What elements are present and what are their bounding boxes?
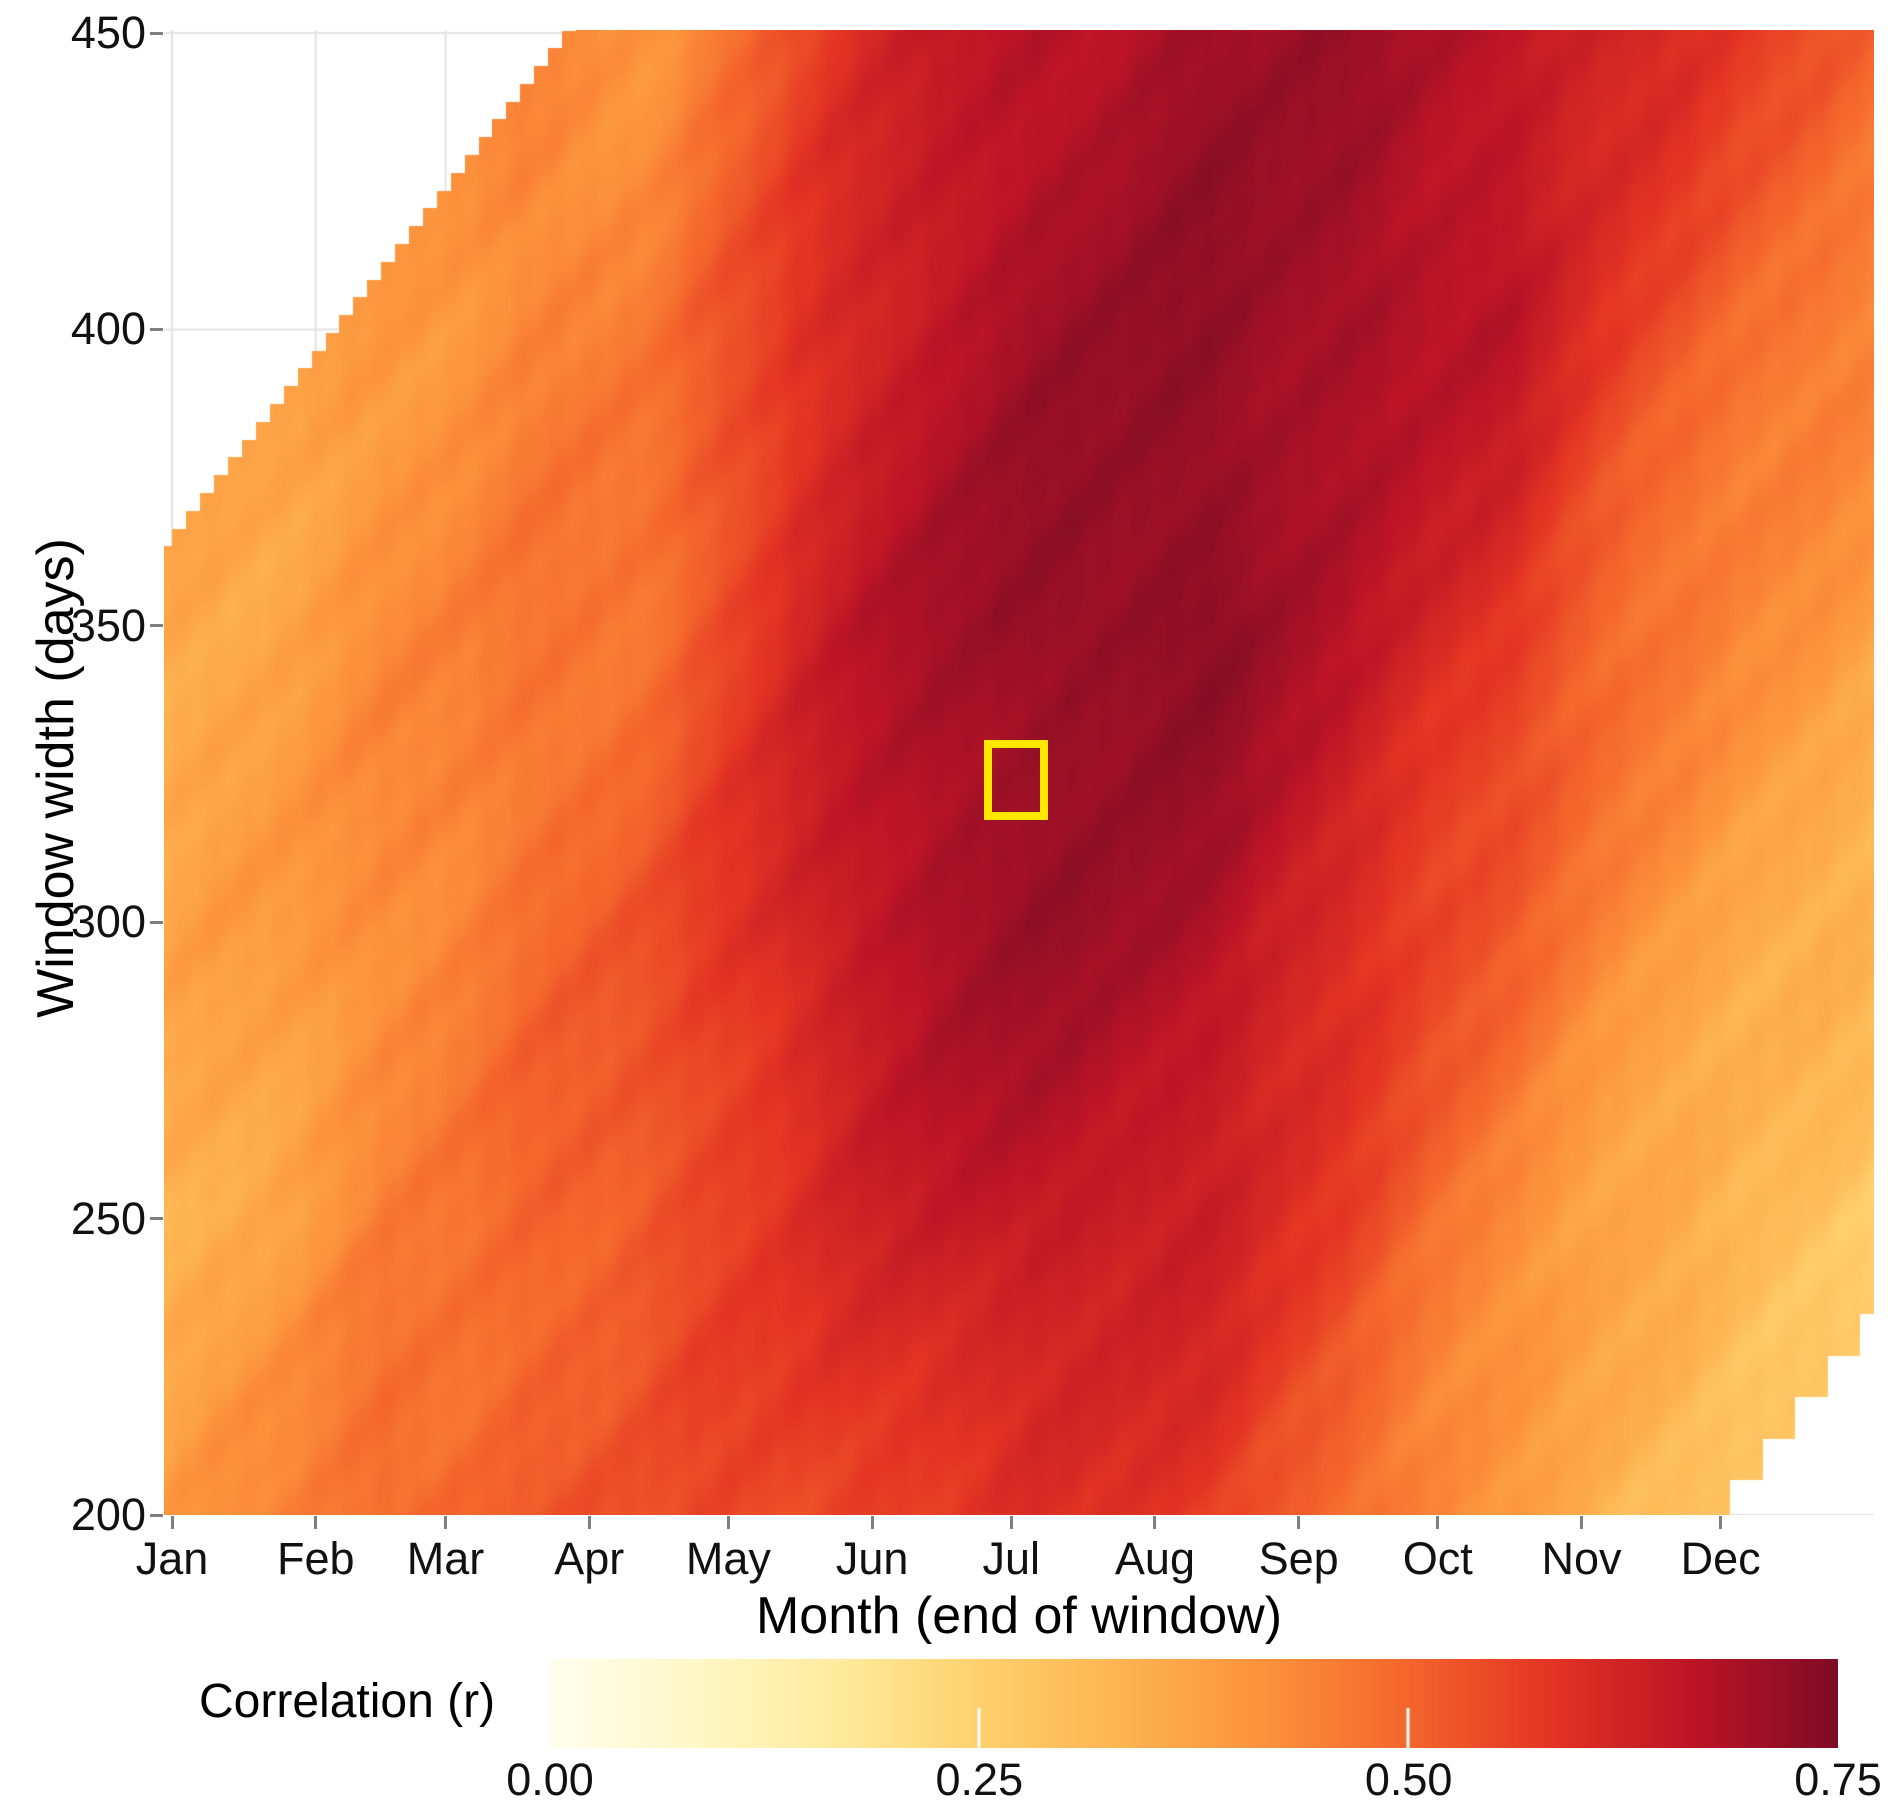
legend-title: Correlation (r) — [199, 1675, 496, 1728]
x-tick-mark — [870, 1516, 874, 1529]
y-tick-mark — [150, 1217, 163, 1221]
x-tick-label: Oct — [1402, 1533, 1473, 1584]
y-tick-label: 400 — [70, 303, 146, 355]
y-tick-mark — [150, 1513, 163, 1517]
x-tick-mark — [444, 1516, 448, 1529]
x-tick-mark — [587, 1516, 591, 1529]
x-tick-label: Nov — [1541, 1533, 1622, 1584]
y-axis-title: Window width (days) — [27, 538, 85, 1018]
colorbar-tick-label: 0.25 — [935, 1754, 1024, 1803]
x-tick-mark — [314, 1516, 318, 1529]
x-tick-label: Apr — [554, 1533, 625, 1584]
x-tick-label: Jul — [982, 1533, 1040, 1584]
x-tick-label: Sep — [1258, 1533, 1339, 1584]
x-tick-label: Aug — [1114, 1533, 1195, 1584]
x-tick-mark — [1009, 1516, 1013, 1529]
highlight-rectangle — [984, 740, 1048, 820]
x-tick-mark — [1436, 1516, 1440, 1529]
colorbar-tick-label: 0.00 — [506, 1754, 594, 1803]
x-tick-mark — [726, 1516, 730, 1529]
y-tick-label: 350 — [70, 599, 146, 651]
colorbar-tick-label: 0.75 — [1794, 1754, 1882, 1803]
x-tick-label: Jan — [135, 1533, 209, 1584]
x-tick-mark — [1297, 1516, 1301, 1529]
x-tick-mark — [1153, 1516, 1157, 1529]
x-tick-label: Jun — [835, 1533, 909, 1584]
x-tick-mark — [170, 1516, 174, 1529]
x-tick-label: Feb — [276, 1533, 355, 1584]
heatmap-panel — [164, 30, 1874, 1515]
x-tick-label: Mar — [406, 1533, 485, 1584]
y-tick-mark — [150, 920, 163, 924]
y-tick-mark — [150, 327, 163, 331]
x-axis-title: Month (end of window) — [755, 1587, 1283, 1645]
x-tick-mark — [1719, 1516, 1723, 1529]
y-tick-label: 300 — [70, 896, 146, 948]
colorbar-tick-label: 0.50 — [1364, 1754, 1453, 1803]
colorbar — [550, 1659, 1838, 1748]
x-tick-label: Dec — [1680, 1533, 1761, 1584]
y-tick-label: 450 — [70, 7, 146, 58]
y-tick-label: 250 — [70, 1192, 146, 1244]
x-tick-mark — [1580, 1516, 1584, 1529]
y-tick-mark — [150, 31, 163, 35]
x-tick-label: May — [685, 1533, 771, 1584]
y-tick-mark — [150, 624, 163, 628]
y-tick-label: 200 — [70, 1489, 146, 1541]
